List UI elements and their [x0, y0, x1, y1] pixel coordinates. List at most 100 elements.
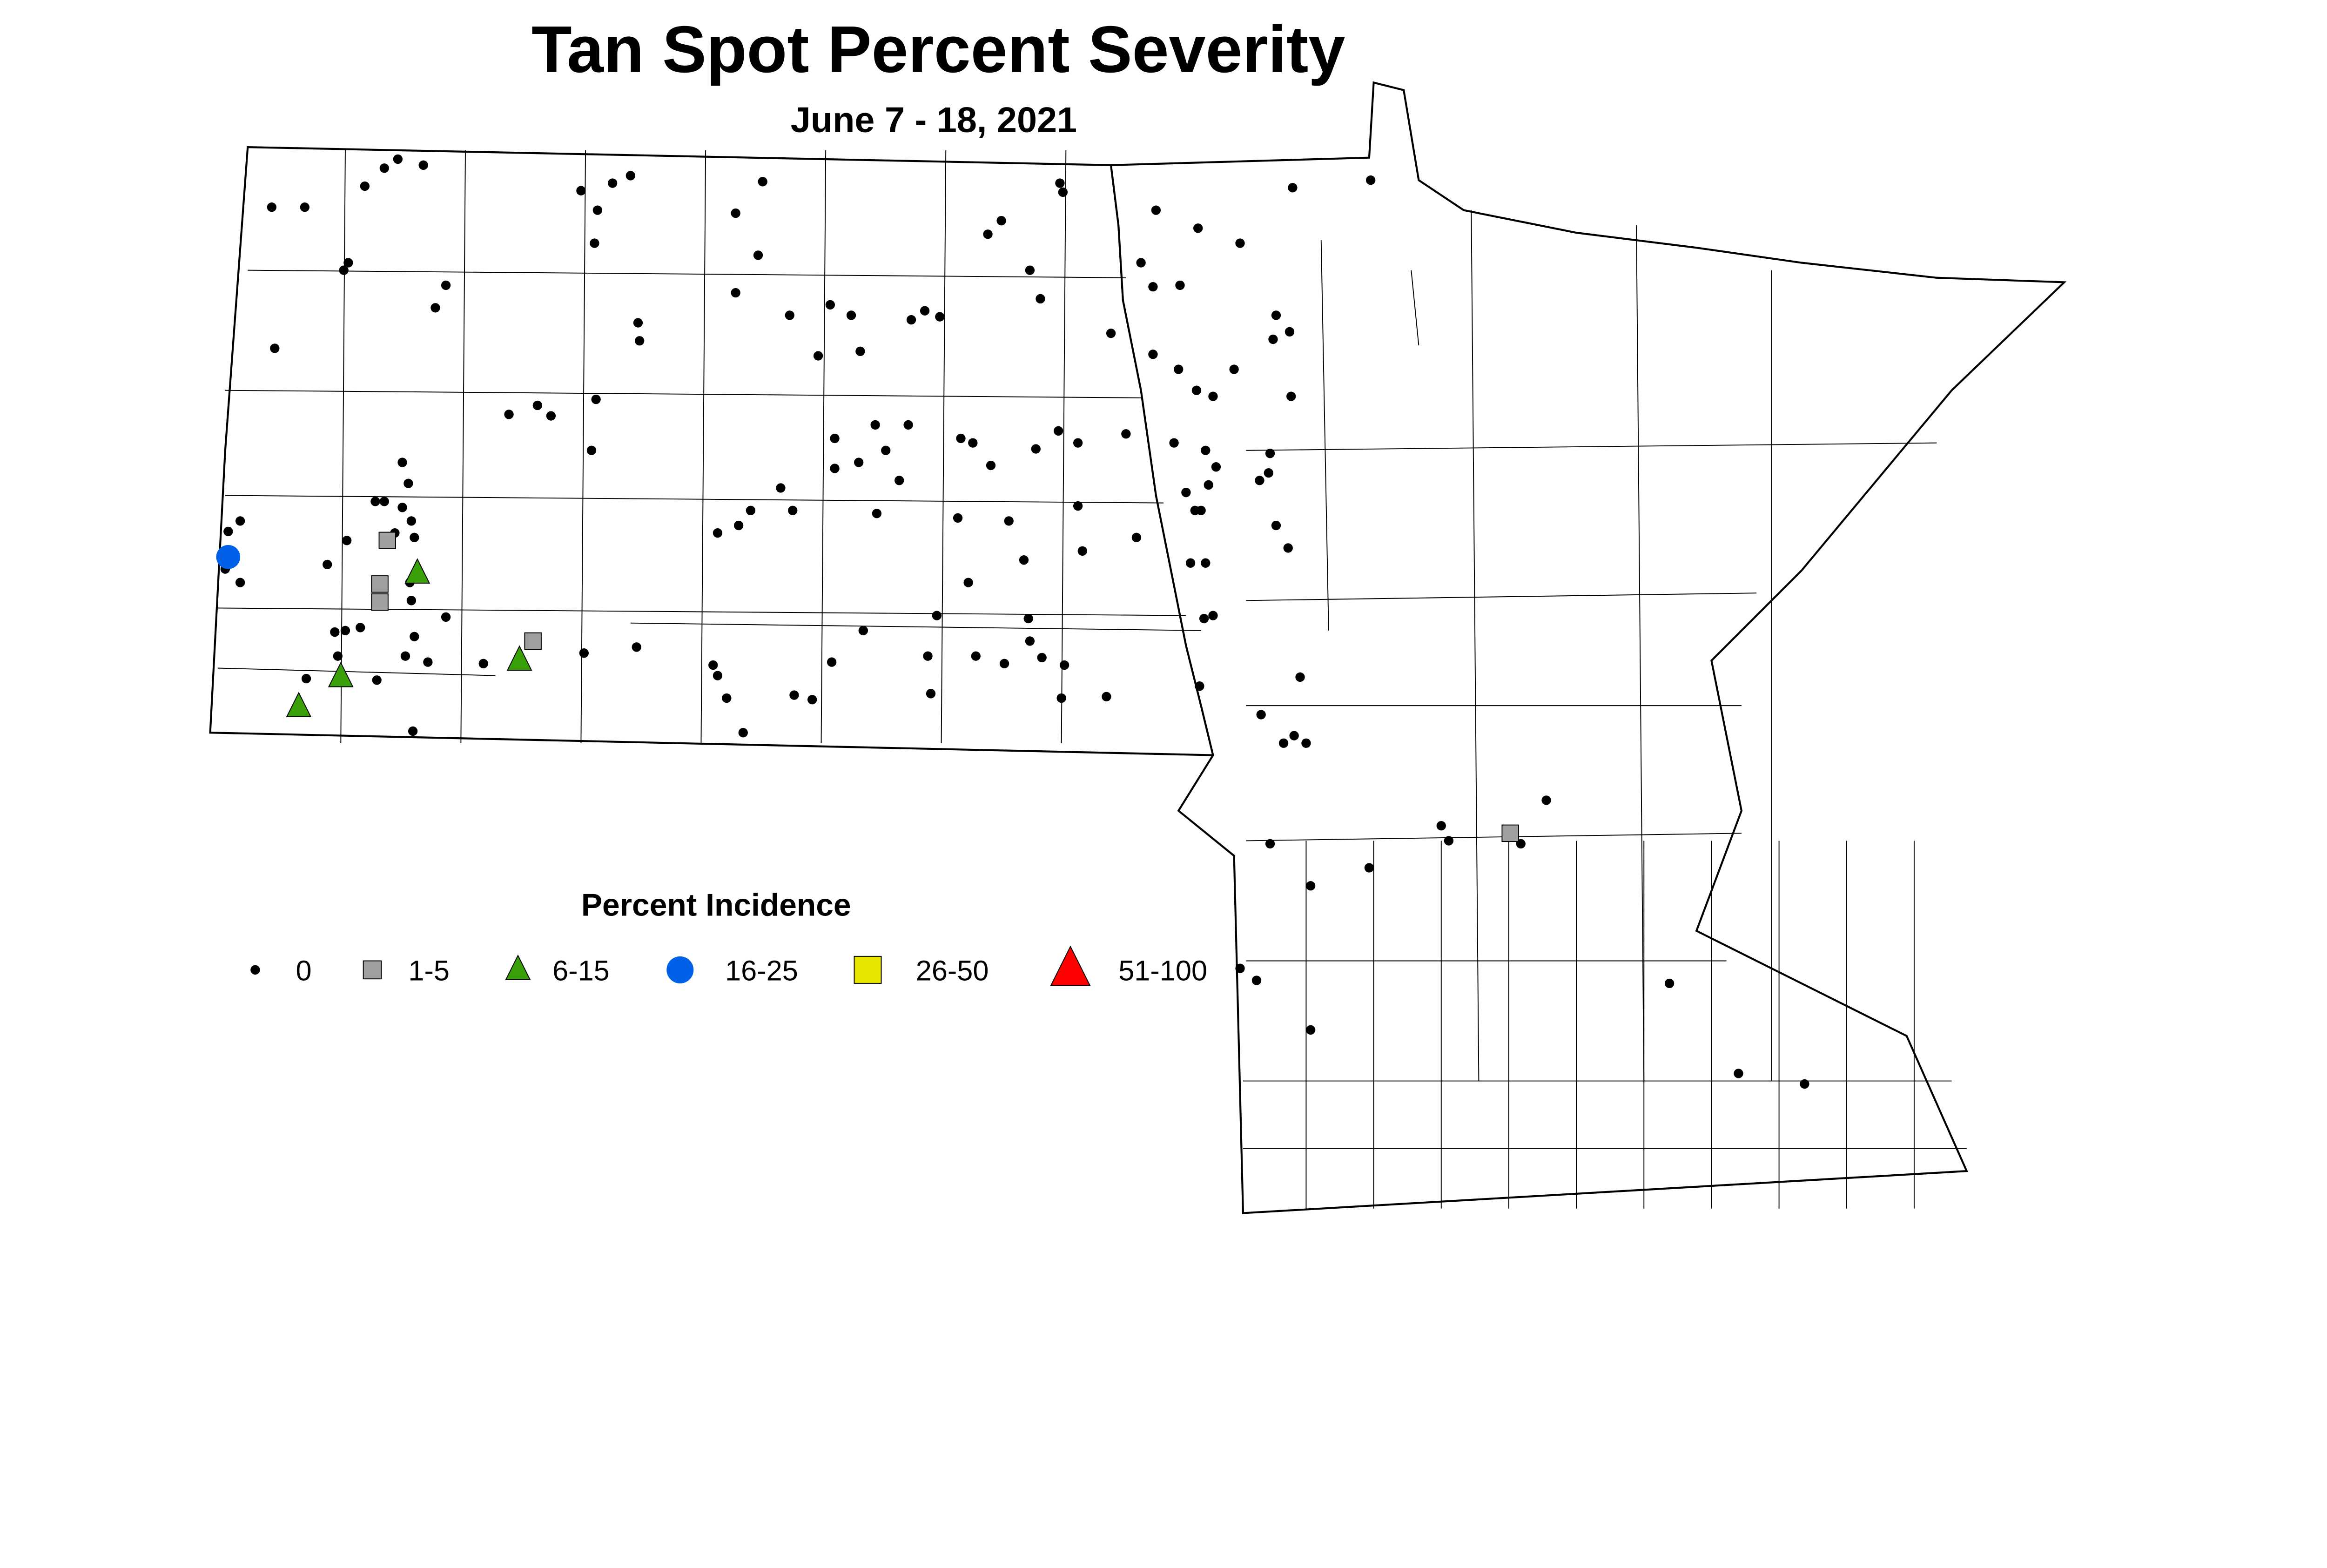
site-marker-0	[546, 411, 556, 421]
site-marker-0	[846, 310, 856, 320]
site-marker-0	[1023, 613, 1033, 624]
site-marker-0	[1286, 391, 1296, 401]
site-marker-0	[906, 315, 916, 325]
site-marker-0	[1364, 863, 1374, 873]
site-marker-0	[1073, 438, 1083, 448]
site-marker-1-5	[524, 632, 542, 650]
site-marker-0	[1148, 350, 1158, 359]
site-marker-0	[827, 657, 837, 667]
site-marker-6-15	[404, 558, 430, 584]
map-legend: Percent Incidence 0 1-5 6-15 16-25 26-50 51-1…	[250, 888, 1207, 986]
site-marker-0	[1208, 611, 1218, 620]
site-marker-0	[731, 288, 740, 298]
site-marker-0	[397, 458, 407, 467]
site-marker-0	[410, 632, 419, 641]
legend-label-1-5: 1-5	[408, 955, 450, 986]
county-line	[225, 495, 1164, 504]
site-marker-0	[301, 673, 311, 684]
site-marker-0	[478, 659, 488, 668]
site-marker-0	[339, 265, 349, 275]
site-marker-0	[393, 154, 403, 164]
site-marker-0	[356, 623, 365, 633]
site-marker-0	[1436, 821, 1446, 831]
site-marker-0	[971, 651, 981, 661]
site-marker-0	[855, 346, 865, 356]
county-line	[340, 150, 346, 743]
site-marker-0	[983, 229, 993, 239]
site-marker-0	[1295, 672, 1305, 682]
legend-symbol-51-100	[1050, 945, 1091, 986]
site-marker-0	[1734, 1069, 1743, 1078]
site-marker-0	[586, 445, 597, 455]
site-marker-0	[410, 532, 419, 542]
site-marker-0	[1025, 265, 1035, 275]
site-marker-0	[1208, 391, 1218, 401]
site-marker-0	[1800, 1079, 1809, 1089]
site-marker-0	[1541, 795, 1551, 805]
site-marker-0	[722, 693, 732, 703]
site-marker-0	[903, 420, 913, 430]
site-marker-1-5	[1501, 824, 1519, 842]
county-line	[1471, 210, 1480, 1081]
legend-title: Percent Incidence	[581, 888, 851, 923]
site-marker-0	[1288, 183, 1298, 193]
site-marker-0	[1175, 280, 1185, 290]
site-marker-0	[592, 205, 603, 215]
site-marker-0	[430, 303, 440, 313]
state-minnesota	[1110, 81, 2067, 1214]
site-marker-0	[953, 513, 963, 523]
site-marker-0	[1305, 881, 1316, 891]
site-marker-0	[576, 186, 586, 195]
legend-symbol-1-5	[363, 960, 382, 980]
county-line	[1320, 240, 1329, 631]
site-marker-0	[370, 497, 380, 506]
county-line	[580, 150, 586, 743]
site-marker-0	[441, 280, 451, 290]
site-marker-0	[1235, 238, 1245, 248]
site-marker-0	[1102, 692, 1111, 701]
county-line	[1061, 150, 1067, 743]
site-marker-1-5	[371, 593, 389, 611]
legend-label-51-100: 51-100	[1118, 955, 1207, 986]
site-marker-0	[963, 578, 973, 587]
site-marker-0	[1256, 710, 1266, 720]
site-marker-0	[267, 202, 277, 212]
site-marker-0	[785, 310, 794, 320]
site-marker-0	[1191, 385, 1202, 395]
site-marker-0	[1004, 516, 1014, 526]
site-marker-0	[404, 478, 413, 488]
site-marker-0	[590, 238, 599, 248]
site-marker-0	[956, 433, 966, 444]
site-marker-0	[830, 464, 840, 473]
site-marker-0	[1199, 613, 1209, 624]
site-marker-0	[591, 394, 601, 404]
county-line	[1246, 442, 1937, 451]
site-marker-0	[870, 420, 880, 430]
site-marker-0	[776, 483, 786, 493]
site-marker-0	[340, 626, 350, 635]
site-marker-0	[999, 659, 1009, 668]
site-marker-0	[343, 258, 353, 268]
site-marker-0	[713, 528, 723, 538]
site-marker-0	[1271, 310, 1281, 320]
site-marker-0	[813, 351, 823, 361]
site-marker-6-15	[328, 661, 354, 687]
site-marker-0	[372, 675, 382, 685]
site-marker-0	[932, 611, 942, 620]
legend-symbol-16-25	[666, 956, 694, 983]
site-marker-0	[270, 343, 280, 353]
site-marker-0	[920, 306, 930, 316]
site-marker-0	[1265, 449, 1275, 458]
site-marker-0	[1283, 543, 1293, 553]
site-marker-0	[1201, 558, 1211, 568]
site-marker-0	[1151, 205, 1161, 215]
site-marker-0	[235, 516, 245, 526]
site-marker-0	[1054, 426, 1063, 436]
site-marker-0	[1073, 501, 1083, 511]
site-marker-0	[1181, 487, 1191, 498]
county-line	[1411, 270, 1419, 346]
site-marker-0	[858, 626, 868, 635]
site-marker-0	[1235, 963, 1245, 973]
county-line	[630, 622, 1201, 631]
site-marker-0	[996, 216, 1006, 226]
